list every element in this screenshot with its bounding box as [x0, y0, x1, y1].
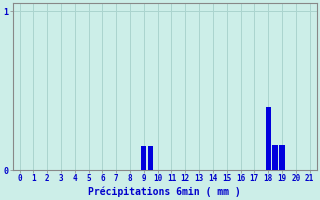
- Bar: [272, 145, 278, 170]
- Bar: [266, 107, 271, 170]
- X-axis label: Précipitations 6min ( mm ): Précipitations 6min ( mm ): [88, 186, 241, 197]
- Bar: [141, 146, 147, 170]
- Bar: [148, 146, 153, 170]
- Bar: [279, 145, 284, 170]
